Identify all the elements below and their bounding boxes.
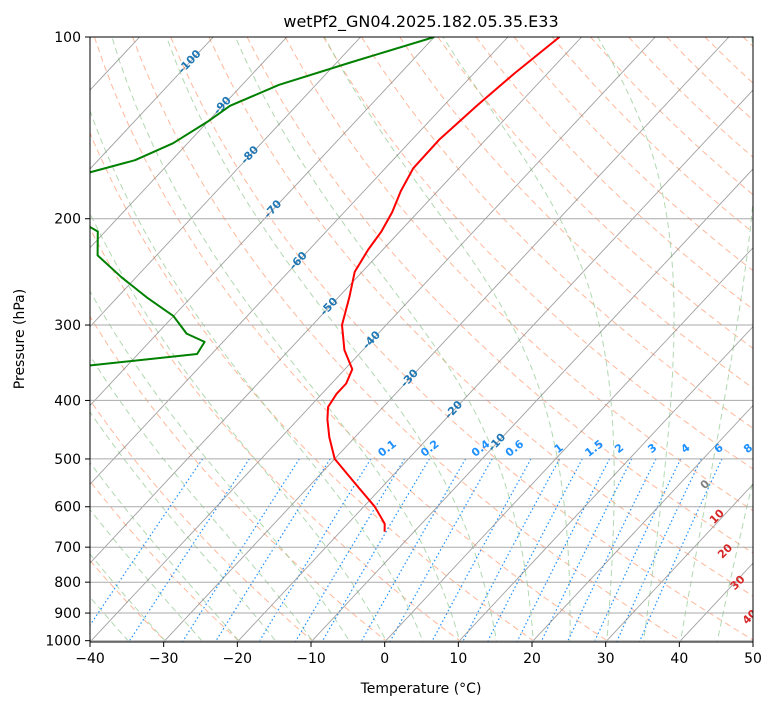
- isotherm-line: [90, 37, 656, 642]
- mixing-ratio-line: [294, 458, 406, 642]
- isotherm-line: [162, 37, 730, 642]
- dry-adiabat: [246, 37, 753, 554]
- isotherm-line: [90, 37, 361, 328]
- x-tick-label: −20: [223, 651, 253, 667]
- x-tick-label: 50: [744, 651, 762, 667]
- y-tick-label: 700: [54, 540, 81, 556]
- isotherm-line: [457, 325, 753, 642]
- dry-adiabat: [475, 37, 753, 310]
- mixing-ratio-label: 8: [741, 441, 755, 456]
- moist-adiabat: [90, 211, 388, 642]
- x-tick-label: 0: [380, 651, 389, 667]
- y-tick-label: 1000: [45, 634, 81, 650]
- mixing-ratio-line: [593, 458, 682, 642]
- isotherm-line: [531, 404, 753, 642]
- x-tick-label: −30: [149, 651, 179, 667]
- x-tick-label: 10: [449, 651, 467, 667]
- dry-adiabat: [322, 37, 753, 470]
- dry-adiabat: [93, 37, 610, 642]
- mixing-ratio-line: [566, 458, 657, 642]
- dry-adiabat: [208, 37, 753, 597]
- isotherm-line: [90, 37, 509, 485]
- y-tick-label: 500: [54, 452, 81, 468]
- y-tick-label: 400: [54, 393, 81, 409]
- mixing-ratio-line: [638, 458, 723, 642]
- y-tick-label: 100: [54, 30, 81, 46]
- mixing-ratio-line: [214, 458, 331, 642]
- dry-adiabat: [90, 227, 463, 642]
- isotherm-line: [90, 37, 288, 249]
- dewpoint-profile: [90, 37, 435, 367]
- x-tick-label: 30: [597, 651, 615, 667]
- isotherm-line: [383, 247, 753, 642]
- y-tick-label: 600: [54, 500, 81, 516]
- y-tick-label: 300: [54, 318, 81, 334]
- mixing-ratio-line: [616, 458, 702, 642]
- y-tick-label: 900: [54, 606, 81, 622]
- chart-title: wetPf2_GN04.2025.182.05.35.E33: [283, 12, 558, 32]
- plot-area: -100-90-80-70-60-50-40-30-20-100.1 0.2 0.4…: [90, 37, 755, 642]
- x-tick-label: 40: [670, 651, 688, 667]
- temperature-profile: [326, 37, 561, 532]
- isotherm-line: [236, 89, 753, 642]
- mixing-ratio-line: [540, 458, 633, 642]
- y-axis-label: Pressure (hPa): [12, 289, 28, 389]
- mixing-ratio-line: [461, 458, 561, 642]
- x-tick-label: 20: [523, 651, 541, 667]
- isotherm-line: [310, 168, 753, 642]
- y-tick-label: 800: [54, 575, 81, 591]
- dry-adiabat: [284, 37, 753, 512]
- y-tick-label: 200: [54, 212, 81, 228]
- isotherm-line: [90, 37, 214, 170]
- dry-adiabat: [90, 315, 389, 642]
- x-axis-label: Temperature (°C): [360, 681, 482, 697]
- mixing-ratio-line: [90, 458, 204, 627]
- isotherm-line: [604, 483, 753, 642]
- x-tick-label: −40: [75, 651, 105, 667]
- mixing-ratio-line: [321, 458, 430, 642]
- dry-adiabat: [437, 37, 753, 349]
- mixing-ratio-line: [181, 458, 300, 642]
- mixing-ratio-line: [431, 458, 532, 642]
- moist-adiabat: [90, 109, 424, 642]
- dry-adiabat: [132, 37, 684, 642]
- axes: −40 −30 −20 −10 0 10 20 30 40 50 100 200 300 400 500 60…: [45, 30, 762, 667]
- isotherm-line: [90, 37, 435, 407]
- plot-frame: [89, 36, 754, 643]
- x-tick-label: −10: [296, 651, 326, 667]
- isotherm-line: [90, 37, 582, 564]
